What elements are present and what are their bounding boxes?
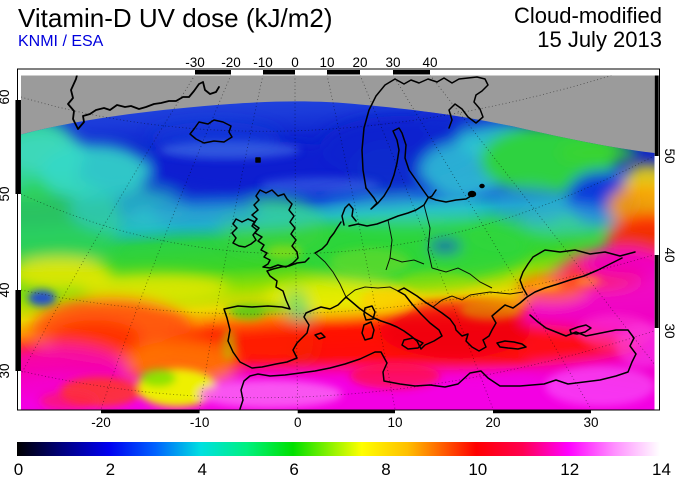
svg-text:8: 8 [381,460,390,479]
svg-text:12: 12 [560,460,579,479]
svg-text:30: 30 [662,323,677,338]
svg-text:60: 60 [0,89,12,104]
svg-text:0: 0 [291,55,299,70]
svg-text:14: 14 [652,460,671,479]
svg-text:40: 40 [422,55,437,70]
svg-text:30: 30 [0,363,12,378]
svg-text:40: 40 [0,282,12,297]
svg-text:-20: -20 [91,415,111,430]
svg-text:KNMI / ESA: KNMI / ESA [18,33,104,50]
svg-text:-10: -10 [190,415,210,430]
svg-text:-10: -10 [253,55,273,70]
svg-text:6: 6 [289,460,298,479]
svg-text:50: 50 [662,148,677,163]
svg-text:Vitamin-D UV dose (kJ/m2): Vitamin-D UV dose (kJ/m2) [18,3,333,33]
svg-text:10: 10 [468,460,487,479]
svg-text:15 July 2013: 15 July 2013 [537,27,662,52]
svg-text:4: 4 [197,460,206,479]
svg-text:-20: -20 [221,55,241,70]
svg-text:10: 10 [319,55,334,70]
svg-text:30: 30 [583,415,598,430]
svg-text:50: 50 [0,186,12,201]
svg-text:0: 0 [14,460,23,479]
svg-text:40: 40 [662,247,677,262]
svg-text:20: 20 [485,415,500,430]
svg-text:-30: -30 [185,55,205,70]
svg-text:Cloud-modified: Cloud-modified [514,3,662,28]
svg-text:0: 0 [294,415,302,430]
svg-text:20: 20 [352,55,367,70]
svg-text:2: 2 [106,460,115,479]
svg-text:30: 30 [385,55,400,70]
svg-text:10: 10 [387,415,402,430]
